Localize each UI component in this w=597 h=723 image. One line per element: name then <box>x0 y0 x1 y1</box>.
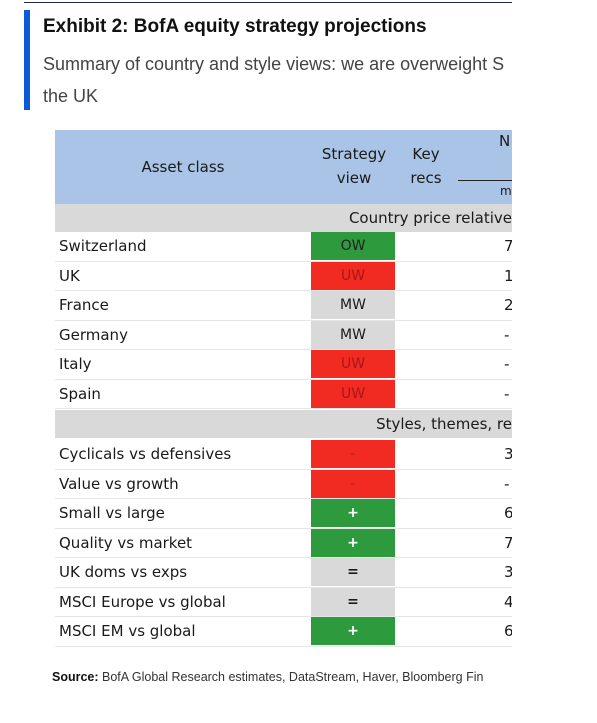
row-label: Quality vs market <box>59 533 193 552</box>
header-key-line-1: Key <box>412 145 440 163</box>
table-header: Asset class Strategy view Key recs N m <box>55 130 512 204</box>
value-cell: 6 <box>504 622 512 640</box>
value-cell: 2 <box>504 296 512 314</box>
source-note: Source: BofA Global Research estimates, … <box>52 670 512 684</box>
section-label: Country price relative <box>348 209 512 227</box>
table-row: MSCI Europe vs global = 4 <box>55 587 512 617</box>
value-cell: - <box>504 325 510 344</box>
source-text: BofA Global Research estimates, DataStre… <box>98 670 484 684</box>
value-cell: 6 <box>504 504 512 522</box>
subtitle-line-2: the UK <box>43 86 99 106</box>
row-label: Italy <box>59 355 92 373</box>
table-row: Germany MW - <box>55 320 512 350</box>
strategy-view-cell: MW <box>311 291 395 319</box>
value-cell: - <box>504 355 510 373</box>
strategy-view-cell: UW <box>311 379 395 408</box>
table-row: Quality vs market + 7 <box>55 528 512 558</box>
table-row: France MW 2 <box>55 291 512 321</box>
table-row: Small vs large + 6 <box>55 499 512 529</box>
section-header-styles: Styles, themes, re <box>55 410 512 438</box>
table-row: Spain UW - <box>55 379 512 409</box>
table-row: Switzerland OW 7 <box>55 232 512 262</box>
value-cell: 4 <box>504 592 512 611</box>
row-label: Switzerland <box>59 237 147 255</box>
strategy-view-cell: UW <box>311 261 395 290</box>
row-label: Spain <box>59 384 101 403</box>
top-rule <box>24 2 512 3</box>
header-key-line-2: recs <box>410 169 442 187</box>
strategy-view-cell: = <box>311 587 395 616</box>
value-cell: 1 <box>504 266 512 285</box>
row-label: UK doms vs exps <box>59 563 188 581</box>
header-partial-bottom: m <box>500 184 512 198</box>
value-cell: - <box>504 474 510 493</box>
row-label: France <box>59 296 109 314</box>
value-cell: 7 <box>504 237 512 255</box>
projections-table: Asset class Strategy view Key recs N m C… <box>55 130 512 647</box>
row-label: MSCI Europe vs global <box>59 592 226 611</box>
table-row: Cyclicals vs defensives - 3 <box>55 440 512 470</box>
section-header-country: Country price relative <box>55 204 512 232</box>
value-cell: - <box>504 384 510 403</box>
table-row: Value vs growth - - <box>55 469 512 499</box>
strategy-view-cell: + <box>311 499 395 527</box>
header-partial-top: N <box>499 132 511 150</box>
table-row: UK UW 1 <box>55 261 512 291</box>
row-label: Value vs growth <box>59 474 179 493</box>
exhibit-subtitle: Summary of country and style views: we a… <box>43 48 512 112</box>
subtitle-line-1: Summary of country and style views: we a… <box>43 54 505 74</box>
strategy-view-cell: + <box>311 528 395 557</box>
header-underline <box>458 180 512 181</box>
header-strategy-view: Strategy view <box>311 142 397 190</box>
section-label: Styles, themes, re <box>376 415 512 433</box>
header-key-recs: Key recs <box>400 142 452 190</box>
strategy-view-cell: UW <box>311 350 395 378</box>
row-label: Cyclicals vs defensives <box>59 445 232 463</box>
row-label: Germany <box>59 325 128 344</box>
value-cell: 3 <box>504 445 512 463</box>
strategy-view-cell: OW <box>311 232 395 260</box>
exhibit-title: Exhibit 2: BofA equity strategy projecti… <box>43 16 427 37</box>
table-row: MSCI EM vs global + 6 <box>55 617 512 647</box>
header-strategy-line-1: Strategy <box>321 145 387 163</box>
strategy-view-cell: MW <box>311 320 395 349</box>
row-label: UK <box>59 266 80 285</box>
header-strategy-line-2: view <box>336 169 372 187</box>
table-row: UK doms vs exps = 3 <box>55 558 512 588</box>
value-cell: 7 <box>504 533 512 552</box>
accent-bar <box>24 10 30 110</box>
table-row: Italy UW - <box>55 350 512 380</box>
source-label: Source: <box>52 670 99 684</box>
strategy-view-cell: = <box>311 558 395 586</box>
row-label: MSCI EM vs global <box>59 622 196 640</box>
row-label: Small vs large <box>59 504 165 522</box>
value-cell: 3 <box>504 563 512 581</box>
header-asset-class: Asset class <box>141 158 225 176</box>
strategy-view-cell: - <box>311 469 395 498</box>
strategy-view-cell: - <box>311 440 395 468</box>
strategy-view-cell: + <box>311 617 395 645</box>
